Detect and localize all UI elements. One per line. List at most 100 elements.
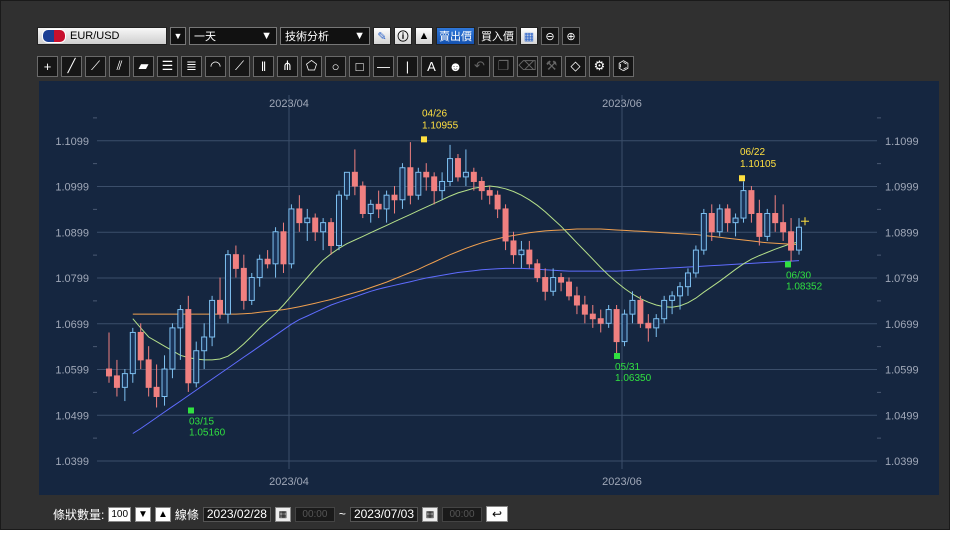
info-button[interactable]: ⓘ — [394, 27, 412, 45]
text-tool-button[interactable]: A — [421, 55, 442, 77]
vertical-line-icon: | — [405, 58, 410, 74]
candle-body — [756, 212, 763, 237]
bar-count-down-button[interactable]: ▼ — [135, 506, 151, 522]
circle-tool-button[interactable]: ○ — [325, 55, 346, 77]
candle-body — [462, 171, 469, 178]
parallel-lines-tool-button[interactable]: ☰ — [157, 55, 178, 77]
eraser-tool-button[interactable]: ◇ — [565, 55, 586, 77]
candle-body — [502, 208, 509, 242]
candle-body — [788, 231, 795, 251]
y-tick-label-right: 1.0999 — [885, 182, 919, 194]
horizontal-line-tool-button[interactable]: — — [373, 55, 394, 77]
bar-count-field[interactable]: 100 — [108, 506, 132, 522]
start-date-field[interactable]: 2023/02/28 — [202, 506, 271, 522]
crosshair-tool-button[interactable]: + — [37, 55, 58, 77]
candle-body — [375, 203, 382, 210]
start-calendar-button[interactable]: ▦ — [274, 506, 291, 522]
ray-tool-button[interactable]: ⟋ — [85, 55, 106, 77]
undo-tool-button[interactable]: ↶ — [469, 55, 490, 77]
settings-tool-button[interactable]: ⚙ — [589, 55, 610, 77]
mountain-chart-icon: ▲ — [418, 30, 430, 42]
candle-body — [296, 208, 303, 224]
candle-body — [367, 203, 374, 214]
arrow-down-icon: ▼ — [138, 508, 148, 520]
candle-body — [534, 263, 541, 279]
candle-body — [359, 185, 366, 214]
magnet-tool-button[interactable]: ⌬ — [613, 55, 634, 77]
mountain-chart-button[interactable]: ▲ — [415, 27, 433, 45]
candle-body — [288, 208, 295, 265]
bar-count-up-button[interactable]: ▲ — [154, 506, 171, 522]
chart-type-button[interactable]: ▦ — [520, 27, 538, 45]
zoom-out-button[interactable]: ⊖ — [541, 27, 559, 45]
line-label: 線條 — [174, 507, 199, 522]
candle-body — [145, 359, 152, 388]
candle-body — [439, 180, 446, 192]
candle-body — [415, 171, 422, 196]
cycle-lines-tool-button[interactable]: ‖ — [253, 55, 274, 77]
low-marker — [785, 261, 791, 268]
candle-body — [645, 322, 652, 329]
rectangle-icon: □ — [355, 58, 364, 74]
magnet-icon: ⌬ — [617, 58, 630, 73]
end-time-field[interactable]: 00:00 — [442, 506, 482, 522]
circle-icon: ○ — [331, 58, 340, 74]
low-date-label: 03/15 — [189, 416, 214, 427]
ma-short-line — [132, 185, 800, 361]
apply-button[interactable]: ↩ — [486, 506, 508, 522]
delete-tool-button[interactable]: ⌫ — [517, 55, 538, 77]
high-value-label: 1.10955 — [422, 120, 459, 131]
candle-body — [661, 299, 668, 320]
fibonacci-arc-tool-button[interactable]: ◠ — [205, 55, 226, 77]
rectangle-tool-button[interactable]: □ — [349, 55, 370, 77]
vertical-line-tool-button[interactable]: | — [397, 55, 418, 77]
high-marker — [739, 175, 745, 182]
crosshair-icon: + — [43, 58, 52, 74]
end-calendar-button[interactable]: ▦ — [422, 506, 438, 522]
technical-analysis-select[interactable]: 技術分析 ▼ — [280, 27, 370, 45]
candle-body — [629, 299, 636, 315]
pen-button[interactable]: ✎ — [373, 27, 391, 45]
symbol-selector[interactable]: EUR/USD — [37, 27, 167, 45]
chart-background — [39, 81, 939, 495]
ask-price-button[interactable]: 買入價 — [478, 27, 517, 45]
y-tick-label-left: 1.0699 — [55, 319, 89, 331]
candle-body — [169, 327, 176, 370]
x-tick-label-bottom: 2023/04 — [269, 476, 309, 488]
y-tick-label-left: 1.0799 — [55, 273, 89, 285]
calendar-icon: ▦ — [425, 508, 435, 519]
parallel-lines-icon: ☰ — [161, 58, 174, 73]
fibonacci-tool-button[interactable]: ≣ — [181, 55, 202, 77]
fan-tool-button[interactable]: ⟋ — [229, 55, 250, 77]
low-marker — [188, 407, 194, 414]
emoji-tool-button[interactable]: ☻ — [445, 55, 466, 77]
price-chart[interactable]: 1.0399 1.0399 1.0499 1.0499 1.0599 1.0599 1.06… — [39, 81, 939, 495]
line-tool-button[interactable]: ╱ — [61, 55, 82, 77]
ruler-tool-button[interactable]: ▰ — [133, 55, 154, 77]
zoom-in-icon: ⊕ — [566, 30, 576, 43]
bid-price-button[interactable]: 賣出價 — [436, 27, 475, 45]
copy-tool-button[interactable]: ❐ — [493, 55, 514, 77]
end-date-field[interactable]: 2023/07/03 — [349, 506, 418, 522]
x-tick-label-top: 2023/04 — [269, 98, 309, 110]
start-time-field[interactable]: 00:00 — [294, 506, 335, 522]
zoom-in-button[interactable]: ⊕ — [562, 27, 580, 45]
candle-body — [558, 277, 565, 283]
period-label: 一天 — [194, 31, 216, 43]
pitchfork-tool-button[interactable]: ⋔ — [277, 55, 298, 77]
top-toolbar: EUR/USD ▼ 一天 ▼ 技術分析 ▼ ✎ ⓘ ▲ 賣出價 買入價 ▦ ⊖ … — [37, 25, 580, 47]
eraser-icon: ◇ — [570, 58, 581, 73]
symbol-dropdown-button[interactable]: ▼ — [170, 27, 186, 45]
fibonacci-arc-icon: ◠ — [209, 58, 222, 73]
wrench-tool-button[interactable]: ⚒ — [541, 55, 562, 77]
candle-body — [280, 231, 287, 265]
candle-body — [391, 194, 398, 201]
candle-body — [304, 217, 311, 224]
candle-body — [613, 309, 620, 343]
y-tick-label-right: 1.0599 — [885, 365, 919, 377]
candle-body — [121, 373, 128, 388]
extended-line-tool-button[interactable]: ⫽ — [109, 55, 130, 77]
period-select[interactable]: 一天 ▼ — [189, 27, 277, 45]
ruler-icon: ▰ — [138, 58, 149, 73]
pentagon-tool-button[interactable]: ⬠ — [301, 55, 322, 77]
